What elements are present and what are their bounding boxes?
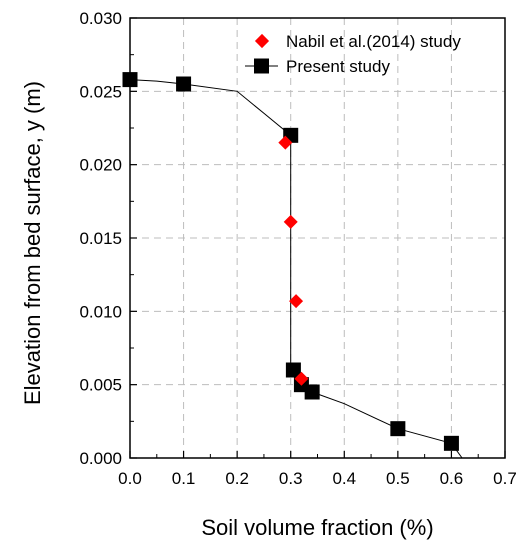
present-study-point xyxy=(304,384,320,400)
legend-marker-nabil-2014 xyxy=(254,33,270,49)
present-study-point xyxy=(176,76,192,92)
y-tick-label: 0.005 xyxy=(79,376,122,395)
y-tick-label: 0.015 xyxy=(79,229,122,248)
series-layer xyxy=(122,72,463,459)
present-study-point xyxy=(443,435,459,451)
y-tick-label: 0.030 xyxy=(79,9,122,28)
nabil-2014-point xyxy=(278,135,293,150)
nabil-2014-point xyxy=(283,214,298,229)
x-tick-label: 0.5 xyxy=(386,469,410,488)
legend-marker-present-study xyxy=(254,58,269,74)
x-tick-label: 0.6 xyxy=(440,469,464,488)
legend-label-present-study: Present study xyxy=(286,57,390,76)
x-tick-label: 0.3 xyxy=(279,469,303,488)
x-tick-label: 0.1 xyxy=(172,469,196,488)
y-tick-label: 0.010 xyxy=(79,302,122,321)
legend: Nabil et al.(2014) study Present study xyxy=(245,32,461,76)
present-study-point xyxy=(285,362,301,378)
x-axis-title: Soil volume fraction (%) xyxy=(201,515,433,540)
nabil-2014-point xyxy=(289,294,304,309)
y-axis-title: Elevation from bed surface, y (m) xyxy=(20,81,45,405)
y-tick-label: 0.000 xyxy=(79,449,122,468)
y-tick-label: 0.020 xyxy=(79,156,122,175)
nabil-2014-point xyxy=(294,371,309,386)
x-tick-label: 0.2 xyxy=(225,469,249,488)
legend-label-nabil-2014: Nabil et al.(2014) study xyxy=(286,32,461,51)
x-tick-label: 0.0 xyxy=(118,469,142,488)
y-tick-label: 0.025 xyxy=(79,82,122,101)
x-tick-label: 0.7 xyxy=(493,469,517,488)
x-tick-label: 0.4 xyxy=(332,469,356,488)
axis-ticks: 0.0 0.1 0.2 0.3 0.4 0.5 0.6 0.7 0.000 0.005 0.010 0… xyxy=(79,9,516,488)
present-study-point xyxy=(390,421,406,437)
